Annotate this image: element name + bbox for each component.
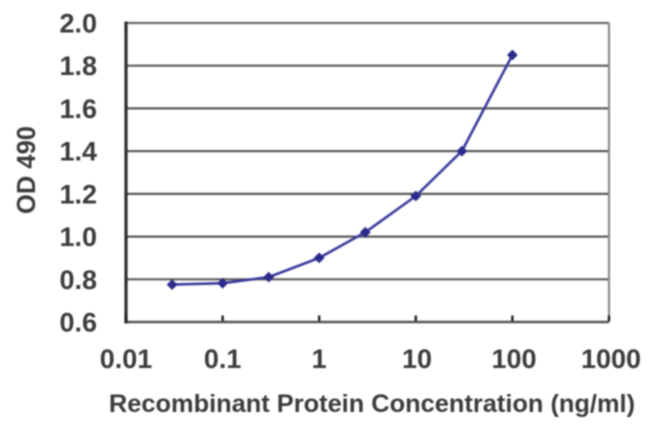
svg-text:1: 1 <box>312 344 327 374</box>
svg-text:1.2: 1.2 <box>59 179 97 209</box>
svg-text:Recombinant Protein Concentrat: Recombinant Protein Concentration (ng/ml… <box>109 390 635 418</box>
svg-text:0.1: 0.1 <box>204 344 242 374</box>
svg-text:OD 490: OD 490 <box>13 126 41 214</box>
svg-text:2.0: 2.0 <box>59 9 97 39</box>
svg-text:1000: 1000 <box>581 344 641 374</box>
svg-text:0.01: 0.01 <box>100 344 153 374</box>
svg-text:1.0: 1.0 <box>59 222 97 252</box>
svg-text:0.6: 0.6 <box>59 308 97 338</box>
svg-text:1.6: 1.6 <box>59 94 97 124</box>
svg-text:0.8: 0.8 <box>59 265 97 295</box>
svg-text:1.8: 1.8 <box>59 51 97 81</box>
svg-text:10: 10 <box>402 344 432 374</box>
svg-text:1.4: 1.4 <box>59 137 97 167</box>
svg-text:100: 100 <box>491 344 536 374</box>
